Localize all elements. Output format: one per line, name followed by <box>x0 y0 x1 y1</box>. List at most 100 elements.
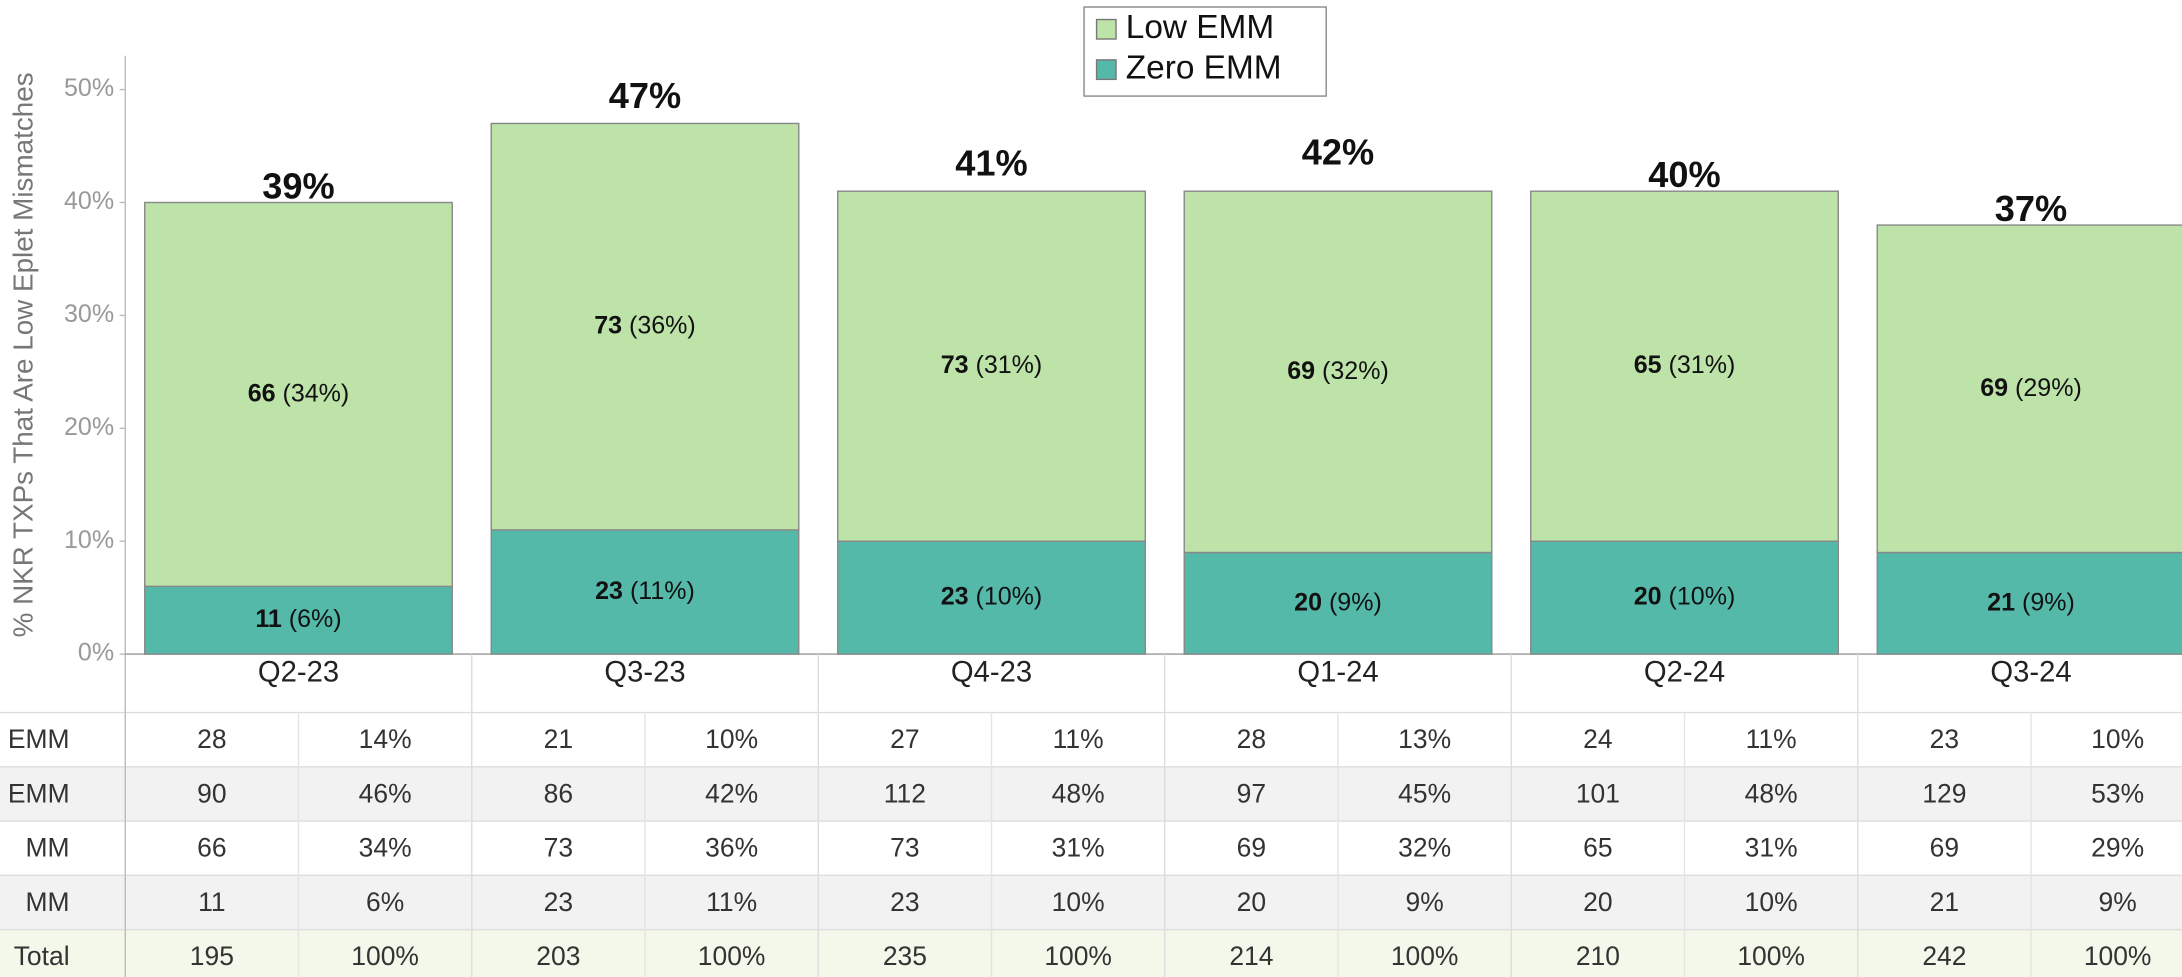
segment-count: 66 <box>248 379 276 407</box>
segment-percent: (9%) <box>2022 588 2075 616</box>
table-cell: 20 <box>1583 887 1612 917</box>
table-cell: 10% <box>1745 887 1798 917</box>
segment-count: 23 <box>595 577 623 605</box>
table-cell: 214 <box>1229 941 1273 971</box>
table-row-bg <box>0 875 2182 930</box>
table-cell: 90 <box>197 778 226 808</box>
legend-box <box>1083 6 1327 97</box>
segment-label: 23 (10%) <box>941 582 1043 610</box>
table-cell: 20 <box>1237 887 1266 917</box>
legend-swatch <box>1095 18 1117 40</box>
bar-segment <box>1530 540 1839 655</box>
bar-segment <box>144 201 453 588</box>
table-cell: 29% <box>2091 833 2144 863</box>
table-cell: 101 <box>1576 778 1620 808</box>
table-cell: 129 <box>1922 778 1966 808</box>
table-cell: 97 <box>1237 778 1266 808</box>
segment-count: 11 <box>255 605 282 633</box>
table-cell: 23 <box>890 887 919 917</box>
table-cell: 11 <box>198 887 225 917</box>
table-cell: 100% <box>1391 941 1459 971</box>
legend-label: Zero EMM <box>1126 49 1282 86</box>
table-cell: 100% <box>698 941 766 971</box>
table-cell: 31% <box>1052 833 1105 863</box>
legend-swatch <box>1095 59 1117 81</box>
table-cell: 66 <box>197 833 226 863</box>
segment-label: 65 (31%) <box>1634 351 1736 379</box>
table-cell: 48% <box>1745 778 1798 808</box>
segment-label: 23 (11%) <box>595 577 695 605</box>
table-cell: 11% <box>706 887 757 917</box>
segment-count: 73 <box>594 311 622 339</box>
segment-label: 20 (10%) <box>1634 582 1736 610</box>
table-row-label: n EMM <box>0 778 70 808</box>
x-tick-label: Q3-24 <box>1990 656 2071 688</box>
table-cell: 21 <box>1930 887 1959 917</box>
segment-label: 66 (34%) <box>248 379 350 407</box>
segment-percent: (11%) <box>630 577 695 605</box>
table-cell: 65 <box>1583 833 1612 863</box>
bar-segment <box>1530 190 1839 542</box>
table-cell: 100% <box>2084 941 2152 971</box>
table-row-label: MM <box>26 887 70 917</box>
segment-count: 73 <box>941 351 969 379</box>
table-row-bg <box>0 821 2182 876</box>
table-row-label: MM <box>26 833 70 863</box>
segment-count: 20 <box>1634 582 1662 610</box>
table-cell: 9% <box>2099 887 2137 917</box>
table-cell: 32% <box>1398 833 1451 863</box>
total-label: 47% <box>609 75 681 116</box>
x-tick-label: Q3-23 <box>604 656 685 688</box>
table-cell: 73 <box>890 833 919 863</box>
table-cell: 10% <box>705 724 758 754</box>
segment-count: 23 <box>941 582 969 610</box>
bar-segment <box>144 585 453 655</box>
table-cell: 11% <box>1053 724 1104 754</box>
table-cell: 45% <box>1398 778 1451 808</box>
table-cell: 9% <box>1406 887 1444 917</box>
segment-label: 73 (36%) <box>594 311 696 339</box>
table-cell: 42% <box>705 778 758 808</box>
table-cell: 53% <box>2091 778 2144 808</box>
total-label: 41% <box>955 143 1027 184</box>
segment-count: 20 <box>1294 588 1322 616</box>
table-cell: 100% <box>1737 941 1805 971</box>
table-row-bg <box>0 712 2182 767</box>
table-cell: 112 <box>884 778 926 808</box>
table-cell: 69 <box>1237 833 1266 863</box>
y-axis-title: % NKR TXPs That Are Low Eplet Mismatches <box>7 72 38 637</box>
segment-percent: (6%) <box>289 605 342 633</box>
segment-label: 73 (31%) <box>941 351 1043 379</box>
table-cell: 14% <box>359 724 412 754</box>
table-cell: 46% <box>359 778 412 808</box>
total-label: 37% <box>1995 188 2067 229</box>
table-cell: 28 <box>1237 724 1266 754</box>
y-tick-label: 40% <box>64 187 114 215</box>
legend-label: Low EMM <box>1126 9 1274 46</box>
table-cell: 242 <box>1922 941 1966 971</box>
segment-count: 65 <box>1634 351 1662 379</box>
table-cell: 23 <box>1930 724 1959 754</box>
table-row-label: EMM <box>8 724 70 754</box>
table-cell: 73 <box>544 833 573 863</box>
table-cell: 31% <box>1745 833 1798 863</box>
total-label: 40% <box>1648 154 1720 195</box>
table-cell: 34% <box>359 833 412 863</box>
x-tick-label: Q2-24 <box>1644 656 1725 688</box>
segment-percent: (9%) <box>1329 588 1382 616</box>
table-cell: 69 <box>1930 833 1959 863</box>
segment-count: 69 <box>1287 356 1315 384</box>
x-tick-label: Q2-23 <box>258 656 339 688</box>
total-label: 39% <box>262 165 334 206</box>
segment-percent: (32%) <box>1322 356 1389 384</box>
x-tick-label: Q4-23 <box>951 656 1032 688</box>
table-cell: 10% <box>1052 887 1105 917</box>
table-cell: 24 <box>1583 724 1612 754</box>
y-tick-label: 10% <box>64 526 114 554</box>
table-cell: 235 <box>883 941 927 971</box>
table-cell: 23 <box>544 887 573 917</box>
segment-label: 69 (32%) <box>1287 356 1389 384</box>
table-row-bg <box>0 766 2182 822</box>
segment-label: 21 (9%) <box>1987 588 2075 616</box>
